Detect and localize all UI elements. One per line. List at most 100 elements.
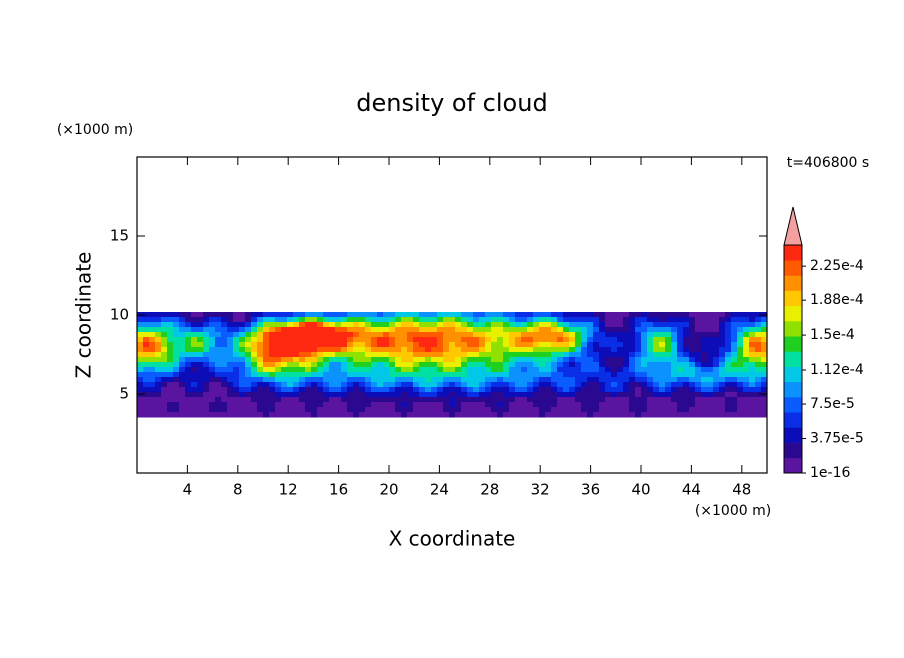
- contour-cell: [749, 372, 756, 378]
- contour-cell: [683, 382, 690, 388]
- contour-cell: [257, 357, 264, 363]
- contour-cell: [623, 372, 630, 378]
- contour-cell: [251, 377, 258, 383]
- contour-cell: [419, 382, 426, 388]
- contour-cell: [539, 377, 546, 383]
- contour-cell: [317, 367, 324, 373]
- contour-cell: [155, 357, 162, 363]
- contour-cell: [197, 402, 204, 408]
- contour-cell: [503, 312, 510, 318]
- contour-cell: [635, 377, 642, 383]
- contour-cell: [365, 382, 372, 388]
- contour-cell: [137, 352, 144, 358]
- contour-cell: [677, 387, 684, 393]
- contour-cell: [269, 337, 276, 343]
- contour-cell: [389, 397, 396, 403]
- contour-cell: [599, 407, 606, 413]
- contour-cell: [353, 312, 360, 318]
- contour-cell: [449, 337, 456, 343]
- contour-cell: [539, 397, 546, 403]
- contour-cell: [725, 322, 732, 328]
- contour-cell: [299, 407, 306, 413]
- contour-cell: [623, 412, 630, 418]
- contour-cell: [719, 392, 726, 398]
- contour-cell: [419, 372, 426, 378]
- contour-cell: [593, 362, 600, 368]
- contour-cell: [287, 372, 294, 378]
- contour-cell: [527, 357, 534, 363]
- contour-cell: [503, 332, 510, 338]
- contour-cell: [671, 387, 678, 393]
- contour-cell: [485, 312, 492, 318]
- contour-cell: [395, 367, 402, 373]
- contour-cell: [341, 377, 348, 383]
- contour-cell: [479, 357, 486, 363]
- contour-cell: [425, 347, 432, 353]
- contour-cell: [473, 412, 480, 418]
- contour-cell: [737, 402, 744, 408]
- contour-cell: [623, 347, 630, 353]
- contour-cell: [245, 332, 252, 338]
- contour-cell: [629, 367, 636, 373]
- contour-cell: [611, 372, 618, 378]
- contour-cell: [365, 392, 372, 398]
- contour-cell: [557, 347, 564, 353]
- contour-cell: [419, 412, 426, 418]
- contour-cell: [497, 362, 504, 368]
- contour-cell: [671, 407, 678, 413]
- contour-cell: [329, 387, 336, 393]
- contour-cell: [671, 377, 678, 383]
- contour-cell: [491, 412, 498, 418]
- contour-cell: [737, 312, 744, 318]
- contour-cell: [509, 342, 516, 348]
- contour-cell: [527, 387, 534, 393]
- contour-cell: [659, 377, 666, 383]
- contour-cell: [167, 357, 174, 363]
- contour-cell: [149, 347, 156, 353]
- contour-cell: [473, 407, 480, 413]
- contour-cell: [551, 362, 558, 368]
- contour-cell: [359, 337, 366, 343]
- contour-cell: [203, 392, 210, 398]
- contour-cell: [329, 392, 336, 398]
- contour-cell: [305, 372, 312, 378]
- contour-cell: [377, 362, 384, 368]
- contour-cell: [191, 347, 198, 353]
- contour-cell: [755, 372, 762, 378]
- contour-cell: [185, 352, 192, 358]
- contour-cell: [329, 357, 336, 363]
- contour-cell: [455, 357, 462, 363]
- contour-cell: [185, 312, 192, 318]
- contour-cell: [221, 347, 228, 353]
- contour-cell: [641, 347, 648, 353]
- contour-cell: [377, 392, 384, 398]
- contour-cell: [605, 412, 612, 418]
- contour-cell: [509, 367, 516, 373]
- contour-cell: [251, 392, 258, 398]
- contour-cell: [641, 312, 648, 318]
- contour-cell: [533, 347, 540, 353]
- contour-cell: [365, 317, 372, 323]
- contour-cell: [173, 397, 180, 403]
- contour-cell: [521, 382, 528, 388]
- contour-cell: [491, 387, 498, 393]
- contour-cell: [323, 382, 330, 388]
- contour-cell: [389, 337, 396, 343]
- contour-cell: [179, 412, 186, 418]
- contour-cell: [713, 412, 720, 418]
- contour-cell: [293, 387, 300, 393]
- contour-cell: [149, 317, 156, 323]
- contour-cell: [281, 352, 288, 358]
- contour-cell: [731, 347, 738, 353]
- contour-cell: [743, 367, 750, 373]
- contour-cell: [557, 377, 564, 383]
- contour-cell: [197, 352, 204, 358]
- contour-cell: [341, 387, 348, 393]
- contour-cell: [281, 337, 288, 343]
- contour-cell: [395, 382, 402, 388]
- contour-cell: [623, 357, 630, 363]
- contour-cell: [713, 372, 720, 378]
- contour-cell: [467, 397, 474, 403]
- contour-cell: [695, 407, 702, 413]
- contour-cell: [575, 377, 582, 383]
